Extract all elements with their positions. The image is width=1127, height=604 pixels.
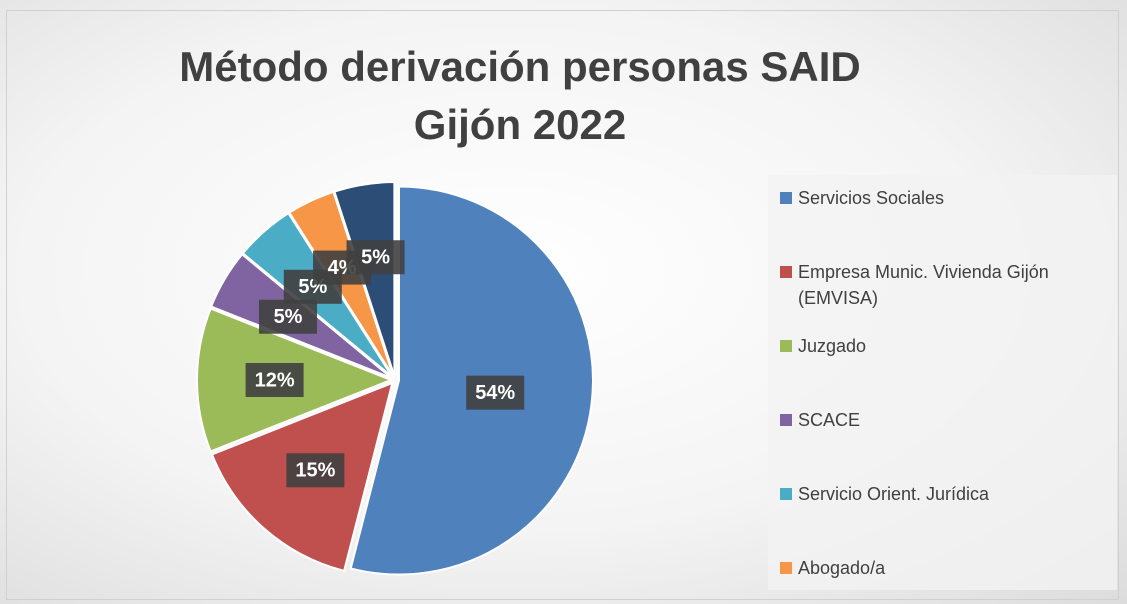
legend-label: Empresa Munic. Vivienda Gijón (EMVISA) <box>798 262 1049 308</box>
legend-entry: Empresa Munic. Vivienda Gijón (EMVISA) <box>780 259 1110 311</box>
legend: Servicios Sociales Empresa Munic. Viviend… <box>768 175 1117 590</box>
data-label: 12% <box>255 369 295 391</box>
data-label-box <box>346 240 405 275</box>
legend-label: SCACE <box>798 410 861 430</box>
legend-label: Juzgado <box>798 336 867 356</box>
legend-swatch <box>780 266 792 278</box>
data-label-box <box>245 363 304 397</box>
data-label-box <box>259 299 318 334</box>
legend-swatch <box>780 414 792 426</box>
legend-swatch <box>780 488 792 500</box>
chart-title: Método derivación personas SAID Gijón 20… <box>179 43 861 148</box>
data-label-box <box>286 453 345 488</box>
legend-entry: Servicio Orient. Jurídica <box>780 481 1110 507</box>
legend-entry: Servicios Sociales <box>780 185 1110 211</box>
legend-label: Servicios Sociales <box>798 188 945 208</box>
legend-label: Abogado/a <box>798 558 886 578</box>
data-label: 54% <box>475 382 515 404</box>
legend-entry: SCACE <box>780 407 1110 433</box>
data-label-box <box>466 375 525 410</box>
data-label: 5% <box>361 247 390 269</box>
legend-swatch <box>780 340 792 352</box>
legend-swatch <box>780 562 792 574</box>
data-label: 5% <box>274 306 303 328</box>
chart-frame <box>6 10 1119 600</box>
legend-entry: Abogado/a <box>780 555 1110 581</box>
legend-label: Servicio Orient. Jurídica <box>798 484 990 504</box>
legend-swatch <box>780 192 792 204</box>
data-label: 15% <box>295 460 335 482</box>
legend-entry: Juzgado <box>780 333 1110 359</box>
